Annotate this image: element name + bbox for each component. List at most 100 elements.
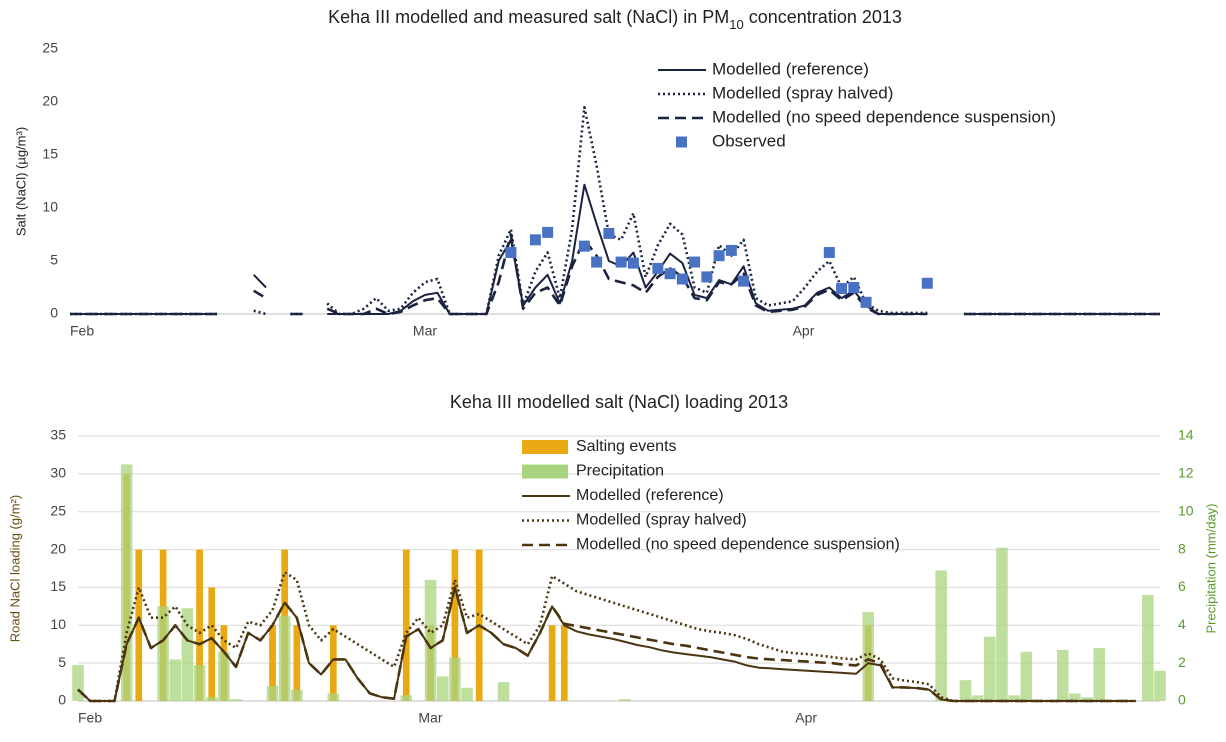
y2-tick-label: 4 bbox=[1178, 616, 1186, 632]
x-tick-label: Feb bbox=[70, 323, 94, 339]
bar bbox=[424, 579, 437, 701]
bar bbox=[293, 625, 301, 701]
y-tick-label: 5 bbox=[58, 654, 66, 670]
line bbox=[70, 183, 1160, 315]
bar bbox=[402, 549, 410, 701]
bar bbox=[400, 695, 413, 701]
y-tick-label: 5 bbox=[50, 252, 58, 268]
line bbox=[77, 571, 1136, 703]
y2-tick-label: 8 bbox=[1178, 540, 1186, 556]
bar bbox=[449, 657, 461, 701]
marker bbox=[848, 282, 860, 293]
bar bbox=[984, 636, 996, 701]
title-part: Keha III modelled salt (NaCl) loading 20… bbox=[450, 392, 788, 412]
legend-label: Precipitation bbox=[576, 463, 664, 480]
marker bbox=[701, 271, 713, 283]
chart-title: Keha III modelled salt (NaCl) loading 20… bbox=[450, 392, 788, 412]
marker bbox=[823, 247, 835, 259]
marker bbox=[578, 240, 590, 252]
legend-label: Salting events bbox=[576, 438, 677, 455]
bar bbox=[291, 689, 303, 701]
bar bbox=[996, 547, 1008, 701]
marker bbox=[689, 256, 701, 268]
bar bbox=[278, 615, 291, 701]
y2-axis-label: Precipitation (mm/day) bbox=[1203, 503, 1218, 633]
marker bbox=[725, 244, 737, 256]
title-part: 10 bbox=[729, 17, 743, 32]
y-tick-label: 30 bbox=[50, 465, 66, 481]
line bbox=[70, 233, 1160, 316]
bar bbox=[548, 625, 556, 701]
bar bbox=[436, 676, 449, 701]
bar bbox=[218, 651, 230, 701]
y-tick-label: 10 bbox=[50, 616, 66, 632]
y-tick-label: 20 bbox=[42, 93, 58, 109]
marker bbox=[591, 256, 603, 268]
marker bbox=[676, 273, 688, 285]
y2-tick-label: 12 bbox=[1178, 465, 1194, 481]
legend-label: Modelled (reference) bbox=[712, 59, 869, 78]
marker bbox=[652, 262, 664, 274]
bar bbox=[862, 612, 874, 701]
bar bbox=[196, 549, 203, 701]
legend-swatch bbox=[522, 440, 568, 454]
y2-tick-label: 14 bbox=[1178, 427, 1194, 443]
bar bbox=[269, 625, 276, 701]
bar bbox=[327, 693, 340, 701]
bar bbox=[72, 665, 84, 701]
y2-tick-label: 2 bbox=[1178, 654, 1186, 670]
bar bbox=[560, 625, 568, 701]
legend-label: Modelled (spray halved) bbox=[712, 83, 893, 102]
x-tick-label: Apr bbox=[793, 323, 815, 339]
bar bbox=[451, 549, 459, 701]
bar bbox=[135, 549, 143, 701]
bar bbox=[1069, 693, 1081, 701]
x-tick-label: Mar bbox=[413, 323, 437, 339]
bar bbox=[230, 699, 242, 701]
bar bbox=[497, 682, 510, 701]
bar bbox=[619, 699, 631, 701]
legend-label: Modelled (no speed dependence suspension… bbox=[576, 536, 900, 553]
y-tick-label: 15 bbox=[42, 146, 58, 162]
bar bbox=[971, 695, 984, 701]
line bbox=[70, 106, 1160, 316]
legend-swatch bbox=[676, 136, 687, 148]
chart-title: Keha III modelled and measured salt (NaC… bbox=[328, 7, 902, 32]
y-axis-label: Salt (NaCl) (µg/m³) bbox=[13, 127, 28, 236]
marker bbox=[627, 257, 639, 269]
bar bbox=[1081, 697, 1093, 701]
bar bbox=[461, 687, 473, 701]
marker bbox=[542, 226, 554, 238]
bar bbox=[1056, 649, 1069, 701]
y2-tick-label: 10 bbox=[1178, 502, 1194, 518]
marker bbox=[603, 227, 615, 239]
x-tick-label: Feb bbox=[78, 710, 102, 726]
marker bbox=[836, 283, 848, 295]
bar bbox=[208, 587, 216, 701]
legend-label: Modelled (spray halved) bbox=[576, 512, 747, 529]
title-part: concentration 2013 bbox=[744, 7, 902, 27]
x-tick-label: Apr bbox=[795, 710, 817, 726]
marker bbox=[738, 275, 750, 287]
marker bbox=[615, 256, 627, 268]
bar bbox=[193, 665, 206, 701]
bar bbox=[157, 606, 169, 701]
marker bbox=[713, 250, 725, 262]
y-tick-label: 15 bbox=[50, 578, 66, 594]
y-tick-label: 25 bbox=[42, 40, 58, 56]
legend-swatch bbox=[522, 464, 568, 479]
y-tick-label: 10 bbox=[42, 199, 58, 215]
title-part: Keha III modelled and measured salt (NaC… bbox=[328, 7, 729, 27]
legend-label: Observed bbox=[712, 131, 786, 150]
legend-label: Modelled (no speed dependence suspension… bbox=[712, 107, 1056, 126]
x-tick-label: Mar bbox=[418, 710, 442, 726]
y-tick-label: 25 bbox=[50, 502, 66, 518]
legend-label: Modelled (reference) bbox=[576, 487, 724, 504]
bar bbox=[205, 697, 218, 701]
y-tick-label: 35 bbox=[50, 427, 66, 443]
line bbox=[77, 586, 1136, 702]
bar bbox=[1142, 595, 1154, 701]
bar bbox=[935, 570, 947, 701]
marker bbox=[505, 247, 517, 259]
